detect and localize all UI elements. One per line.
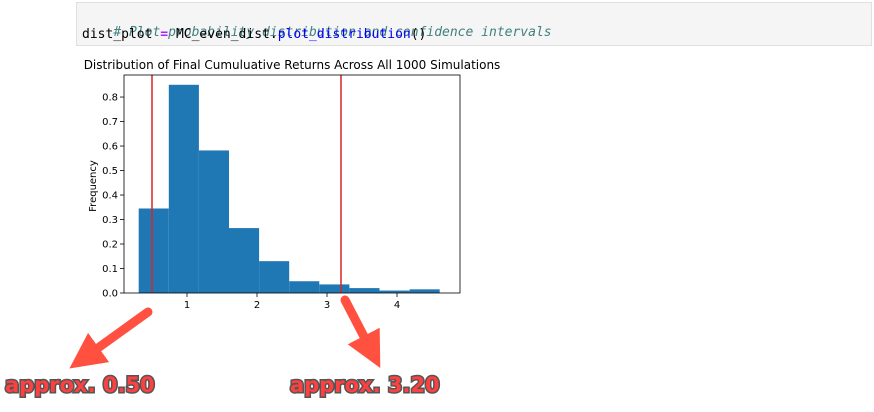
histogram-bar-3 [198,150,229,293]
y-tick-label: 0.1 [102,264,118,275]
x-tick-label: 1 [184,300,190,311]
code-statement-line: dist_plot = MC_even_dist.plot_distributi… [82,27,426,43]
histogram-bar-6 [289,281,320,293]
code-comment: # Plot probability distribution and conf… [113,25,552,40]
code-object: MC_even_dist. [175,27,278,42]
callout-label-right: approx. 3.20 [290,373,440,397]
callout-left: approx. 0.50 [4,307,156,399]
y-tick-label: 0.6 [102,142,118,153]
histogram-bar-2 [168,84,199,293]
callout-label-left: approx. 0.50 [5,373,155,397]
x-tick-label: 3 [324,300,330,311]
histogram-bar-1 [138,208,169,293]
code-cell[interactable]: # Plot probability distribution and conf… [76,2,872,46]
plot-area [138,75,440,293]
x-tick-label: 2 [254,300,260,311]
y-tick-label: 0.2 [102,240,118,251]
histogram-bar-10 [409,289,440,293]
histogram-bar-8 [349,288,380,293]
code-variable: dist_plot [82,27,153,42]
histogram-bar-4 [229,228,260,293]
callout-arrow-left [69,307,153,369]
y-tick-label: 0.4 [102,191,118,202]
y-axis-label: Frequency [88,160,99,212]
callout-arrow-right [340,295,381,368]
histogram-bar-9 [379,290,410,293]
histogram-bar-7 [319,284,350,293]
axes: 1 2 3 4 0.0 0.1 0.2 0.3 0.4 0.5 0.6 0.7 0.8 [102,74,461,311]
y-tick-label: 0.7 [102,117,118,128]
code-parens: () [410,27,427,42]
code-method: plot_distribution [277,27,411,42]
histogram-bar-5 [259,261,290,293]
chart-title: Distribution of Final Cumuluative Return… [84,58,501,72]
code-comment-line: # Plot probability distribution and conf… [82,9,552,57]
callout-right: approx. 3.20 [289,295,441,399]
y-tick-label: 0.0 [102,289,118,300]
y-tick-label: 0.3 [102,215,118,226]
code-operator: = [160,27,169,42]
y-tick-label: 0.5 [102,166,118,177]
y-tick-label: 0.8 [102,93,118,104]
plot-frame [123,74,461,294]
x-tick-label: 4 [394,300,400,311]
